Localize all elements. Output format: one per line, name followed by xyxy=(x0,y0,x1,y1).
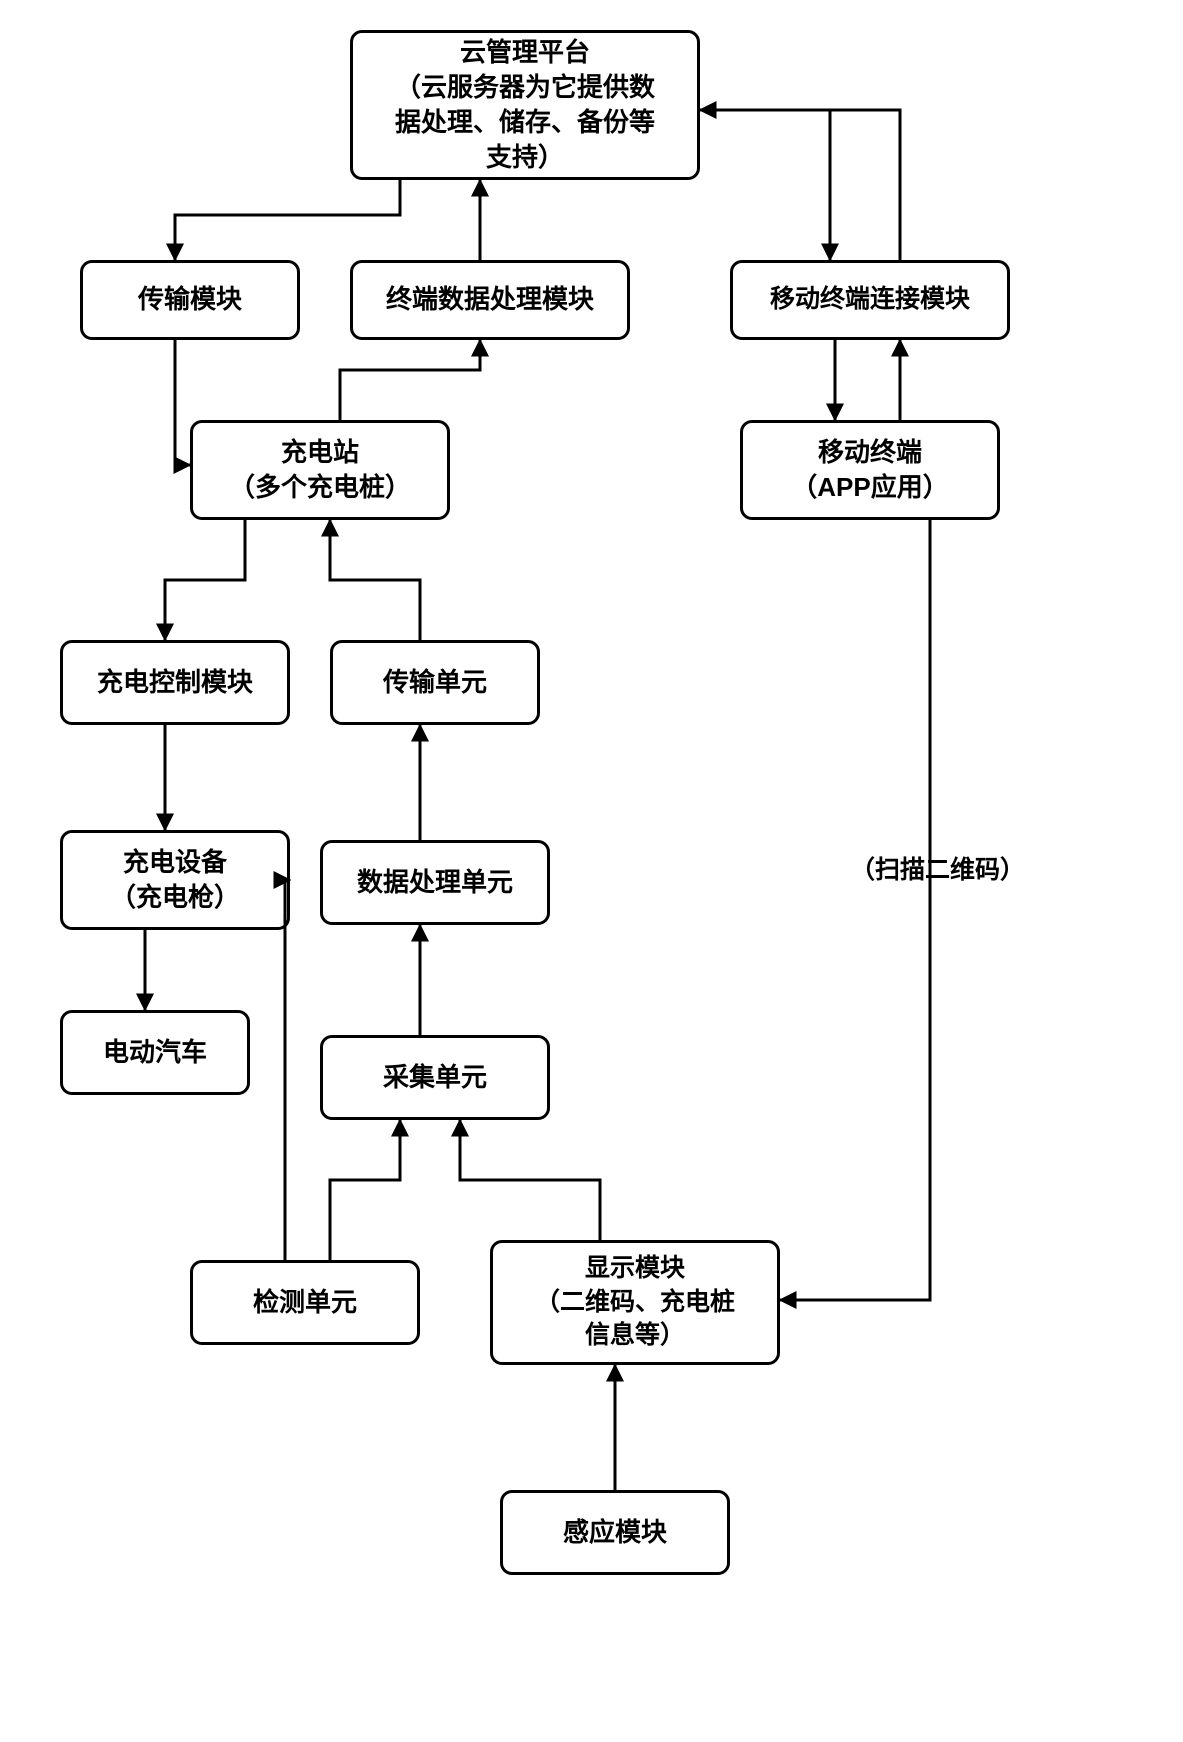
edge-mobileConn-to-cloud xyxy=(700,110,900,260)
node-line: 充电站 xyxy=(281,435,359,470)
node-display-module: 显示模块 （二维码、充电桩 信息等） xyxy=(490,1240,780,1365)
node-line: 移动终端连接模块 xyxy=(770,283,970,317)
node-line: 电动汽车 xyxy=(103,1035,207,1070)
node-line: 充电设备 xyxy=(123,845,227,880)
label-scan-qr: （扫描二维码） xyxy=(850,850,1025,886)
node-line: 检测单元 xyxy=(253,1285,357,1320)
node-line: 采集单元 xyxy=(383,1060,487,1095)
node-sensor-module: 感应模块 xyxy=(500,1490,730,1575)
node-cloud-platform: 云管理平台 （云服务器为它提供数 据处理、储存、备份等 支持） xyxy=(350,30,700,180)
node-line: （二维码、充电桩 xyxy=(535,1286,735,1320)
node-charging-station: 充电站 （多个充电桩） xyxy=(190,420,450,520)
node-line: 信息等） xyxy=(585,1319,685,1353)
node-charge-control-module: 充电控制模块 xyxy=(60,640,290,725)
node-electric-vehicle: 电动汽车 xyxy=(60,1010,250,1095)
node-terminal-data-module: 终端数据处理模块 xyxy=(350,260,630,340)
edge-cloud-to-transMod xyxy=(175,180,400,260)
node-mobile-terminal: 移动终端 （APP应用） xyxy=(740,420,1000,520)
node-line: （多个充电桩） xyxy=(229,470,411,505)
node-line: （APP应用） xyxy=(791,470,948,505)
node-line: 终端数据处理模块 xyxy=(386,282,594,317)
node-line: 移动终端 xyxy=(818,435,922,470)
node-line: （充电枪） xyxy=(110,880,240,915)
node-line: 传输单元 xyxy=(383,665,487,700)
node-line: 据处理、储存、备份等 xyxy=(395,105,655,140)
edge-term-to-display xyxy=(780,520,930,1300)
node-line: 传输模块 xyxy=(138,282,242,317)
edge-transUnit-to-station xyxy=(330,520,420,640)
node-line: 感应模块 xyxy=(563,1515,667,1550)
node-line: （云服务器为它提供数 xyxy=(395,70,655,105)
node-line: 云管理平台 xyxy=(460,35,590,70)
node-line: 支持） xyxy=(486,140,564,175)
edge-display-to-collect xyxy=(460,1120,600,1240)
node-line: 数据处理单元 xyxy=(357,865,513,900)
edge-transMod-to-station xyxy=(175,340,190,465)
node-mobile-connection-module: 移动终端连接模块 xyxy=(730,260,1010,340)
node-data-processing-unit: 数据处理单元 xyxy=(320,840,550,925)
node-line: 充电控制模块 xyxy=(97,665,253,700)
node-transmission-unit: 传输单元 xyxy=(330,640,540,725)
edge-station-to-chargeCtrl xyxy=(165,520,245,640)
node-detection-unit: 检测单元 xyxy=(190,1260,420,1345)
edge-detect-to-dev xyxy=(285,880,290,1260)
node-charging-device: 充电设备 （充电枪） xyxy=(60,830,290,930)
node-collection-unit: 采集单元 xyxy=(320,1035,550,1120)
edge-cloud-to-mobileConn xyxy=(700,110,830,260)
node-line: 显示模块 xyxy=(585,1252,685,1286)
edge-detect-to-collect xyxy=(330,1120,400,1260)
node-transmission-module: 传输模块 xyxy=(80,260,300,340)
edge-station-to-termData xyxy=(340,340,480,420)
